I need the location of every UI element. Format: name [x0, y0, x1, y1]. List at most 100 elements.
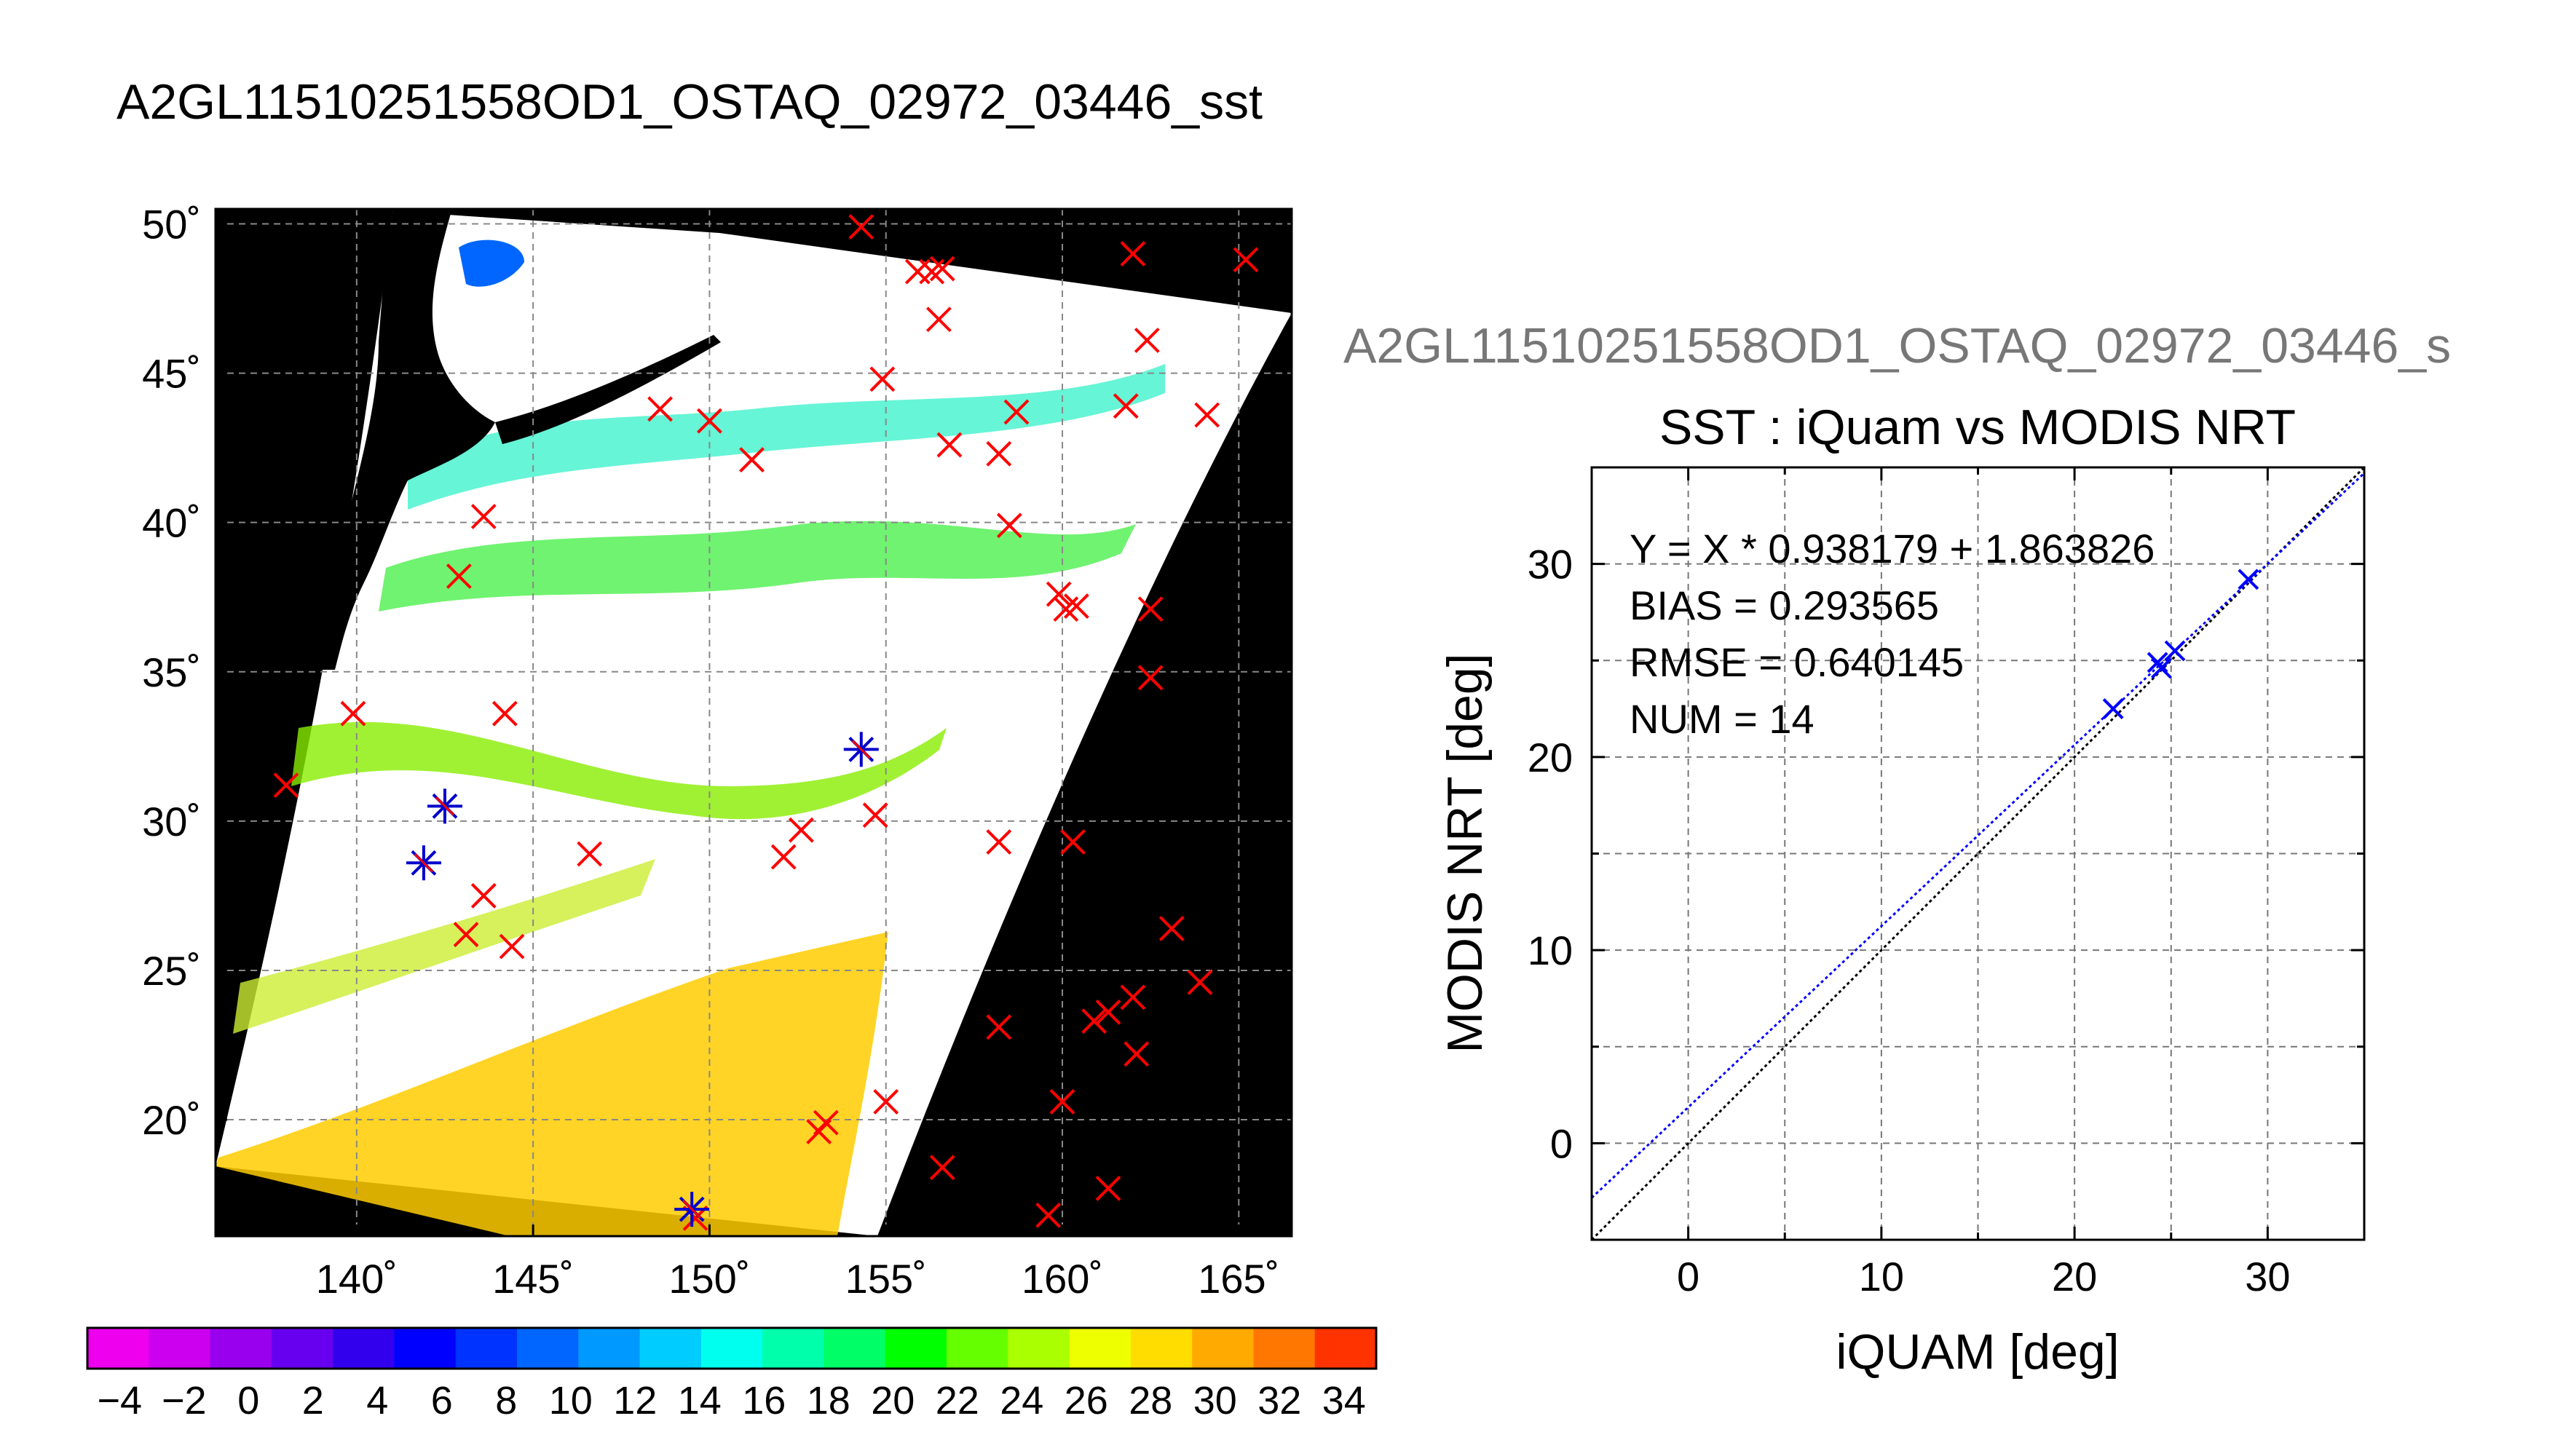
- map-marker-x: [1063, 593, 1089, 619]
- map-marker-x: [470, 882, 497, 909]
- colorbar-cell: [394, 1328, 457, 1369]
- map-marker-x: [647, 396, 673, 422]
- map-x-tick-label: 145˚: [492, 1256, 574, 1302]
- colorbar-tick-label: 16: [742, 1379, 786, 1423]
- map-marker-asterisk: [427, 788, 462, 824]
- scatter-y-tick-label: 20: [1528, 735, 1573, 780]
- colorbar-tick-label: 30: [1193, 1379, 1237, 1423]
- map-marker-x: [1046, 581, 1072, 607]
- sst-patch-green-north: [379, 521, 1136, 612]
- colorbar-tick-label: 22: [936, 1379, 979, 1423]
- map-marker-x: [929, 1155, 955, 1181]
- scatter-panel: SST : iQuam vs MODIS NRT 0 10 20 300102030 …: [1437, 400, 2366, 1380]
- map-x-tick-label: 150˚: [668, 1256, 750, 1302]
- colorbar-cell: [1192, 1328, 1254, 1369]
- map-grid: [216, 209, 1292, 1236]
- map-marker-x: [770, 844, 797, 870]
- scatter-point: [2238, 569, 2259, 590]
- map-marker-x: [806, 1119, 832, 1144]
- colorbar-cell: [824, 1328, 886, 1369]
- colorbar-cells: [87, 1328, 1377, 1369]
- colorbar-cell: [87, 1328, 149, 1369]
- scatter-axes: 0 10 20 30 0 10 20 30: [1528, 467, 2364, 1299]
- colorbar-cell: [639, 1328, 702, 1369]
- map-marker-x: [929, 256, 955, 282]
- colorbar-tick-label: 34: [1322, 1379, 1366, 1423]
- map-marker-x: [936, 432, 963, 458]
- scatter-annotation-num: NUM = 14: [1630, 696, 1814, 742]
- colorbar-cell: [1069, 1328, 1132, 1369]
- map-y-tick-label: 45˚: [142, 351, 201, 397]
- sst-patch-yellow: [233, 859, 655, 1034]
- map-marker-asterisk: [843, 732, 879, 767]
- scatter-markers: [2102, 569, 2259, 719]
- map-panel: 140˚ 145˚ 150˚ 155˚ 160˚ 165˚ 20˚ 25˚ 30˚ 35˚ 40˚ 4…: [142, 202, 1293, 1302]
- colorbar-cell: [762, 1328, 824, 1369]
- colorbar-cell: [271, 1328, 333, 1369]
- colorbar-tick-label: 8: [495, 1379, 517, 1423]
- colorbar-tick-label: 18: [807, 1379, 850, 1423]
- colorbar-cell: [210, 1328, 272, 1369]
- map-y-tick-label: 20˚: [142, 1097, 201, 1143]
- figure-title: A2GL11510251558OD1_OSTAQ_02972_03446_sst: [117, 74, 1263, 130]
- colorbar-cell: [333, 1328, 395, 1369]
- map-marker-x: [1137, 596, 1164, 622]
- colorbar-cell: [700, 1328, 763, 1369]
- map-marker-x: [697, 408, 722, 434]
- colorbar-tick-label: 26: [1065, 1379, 1108, 1423]
- fit-line: [1592, 472, 2364, 1199]
- colorbar-tick-label: 10: [549, 1379, 593, 1423]
- map-marker-x: [273, 772, 299, 799]
- scatter-x-tick-label: 10: [1859, 1254, 1904, 1299]
- map-y-tick-label: 30˚: [142, 799, 201, 844]
- overlay-title: A2GL11510251558OD1_OSTAQ_02972_03446_s: [1343, 318, 2451, 373]
- map-marker-x: [1095, 1175, 1121, 1201]
- map-marker-x: [491, 700, 518, 727]
- map-marker-x: [1120, 984, 1146, 1010]
- sst-patch-blue: [459, 240, 524, 287]
- scatter-xlabel: iQUAM [deg]: [1836, 1324, 2119, 1380]
- colorbar-tick-label: 0: [237, 1379, 259, 1423]
- colorbar-tick-label: 2: [302, 1379, 324, 1423]
- map-marker-x: [1120, 241, 1146, 266]
- scatter-ylabel: MODIS NRT [deg]: [1437, 653, 1493, 1053]
- colorbar-tick-label: 6: [431, 1379, 453, 1423]
- map-marker-x: [1233, 247, 1259, 273]
- map-marker-x: [925, 306, 952, 333]
- scatter-y-tick-label: 0: [1550, 1120, 1573, 1166]
- map-marker-x: [848, 214, 874, 240]
- map-markers: [273, 214, 1259, 1231]
- map-marker-x: [986, 829, 1012, 855]
- colorbar-frame: [86, 1326, 1378, 1370]
- colorbar-tick-label: 32: [1257, 1379, 1301, 1423]
- map-marker-x: [869, 366, 896, 392]
- map-y-tick-label: 35˚: [142, 649, 201, 695]
- map-marker-x: [1081, 1008, 1107, 1034]
- map-x-tick-label: 160˚: [1022, 1256, 1103, 1302]
- colorbar-cell: [1008, 1328, 1070, 1369]
- scatter-grid: [1592, 467, 2364, 1240]
- scatter-x-tick-label: 20: [2052, 1254, 2097, 1299]
- colorbar-cell: [149, 1328, 211, 1369]
- map-marker-x: [1003, 399, 1030, 425]
- map-marker-x: [453, 922, 479, 948]
- scatter-annotation-equation: Y = X * 0.938179 + 1.863826: [1630, 526, 2155, 571]
- map-marker-x: [1194, 402, 1220, 428]
- map-land: [306, 211, 495, 670]
- map-marker-x: [1113, 393, 1139, 419]
- colorbar-cell: [517, 1328, 579, 1369]
- sst-patch-warm: [216, 932, 888, 1236]
- map-marker-x: [986, 1014, 1012, 1040]
- colorbar-cell: [455, 1328, 518, 1369]
- map-marker-x: [1134, 328, 1160, 353]
- scatter-point: [2164, 640, 2186, 662]
- map-marker-x: [1095, 999, 1121, 1025]
- scatter-y-tick-label: 30: [1528, 542, 1573, 587]
- map-marker-x: [1049, 1089, 1075, 1115]
- map-marker-x: [996, 513, 1022, 539]
- colorbar-tick-label: −4: [97, 1379, 142, 1423]
- scatter-title: SST : iQuam vs MODIS NRT: [1659, 400, 2296, 455]
- colorbar-cell: [1253, 1328, 1316, 1369]
- scatter-annotation-rmse: RMSE = 0.640145: [1630, 639, 1964, 685]
- map-x-tick-label: 140˚: [316, 1256, 398, 1302]
